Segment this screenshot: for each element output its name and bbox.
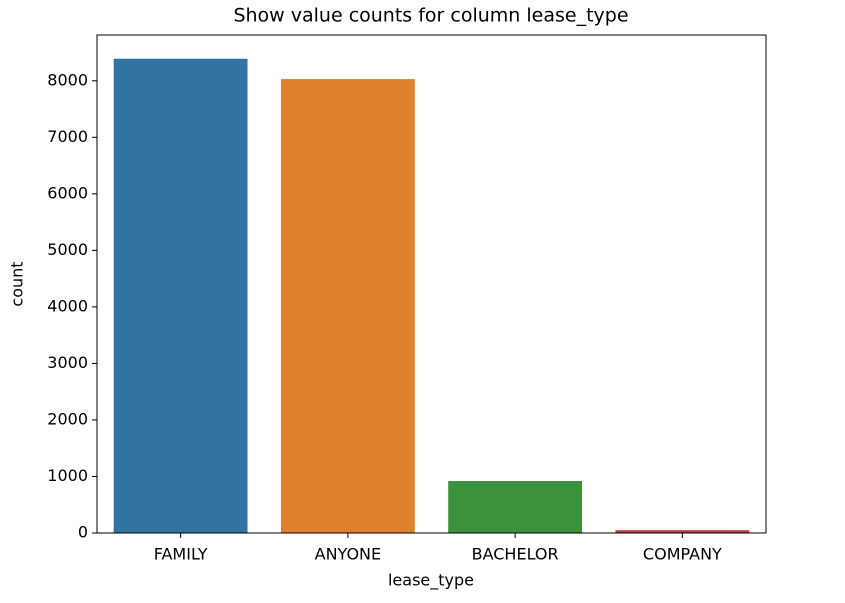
y-tick-label: 3000 [47, 353, 88, 372]
plot-frame [96, 34, 767, 534]
y-tick-label: 2000 [47, 409, 88, 428]
y-tick-label: 7000 [47, 127, 88, 146]
y-tick-label: 4000 [47, 296, 88, 315]
x-tick-label: BACHELOR [472, 545, 559, 564]
y-tick-label: 5000 [47, 240, 88, 259]
chart-title: Show value counts for column lease_type [233, 5, 628, 27]
y-axis-label: count [8, 261, 27, 306]
bar [280, 79, 415, 533]
x-tick-label: COMPANY [643, 545, 722, 564]
x-tick-label: ANYONE [315, 545, 381, 564]
x-tick-label: FAMILY [154, 545, 208, 564]
bar [448, 480, 583, 533]
y-tick-label: 0 [78, 523, 88, 542]
x-axis-label: lease_type [388, 571, 474, 591]
bar [615, 530, 750, 533]
y-tick-label: 1000 [47, 466, 88, 485]
y-tick-label: 6000 [47, 183, 88, 202]
bar [113, 58, 248, 533]
y-tick-label: 8000 [47, 70, 88, 89]
